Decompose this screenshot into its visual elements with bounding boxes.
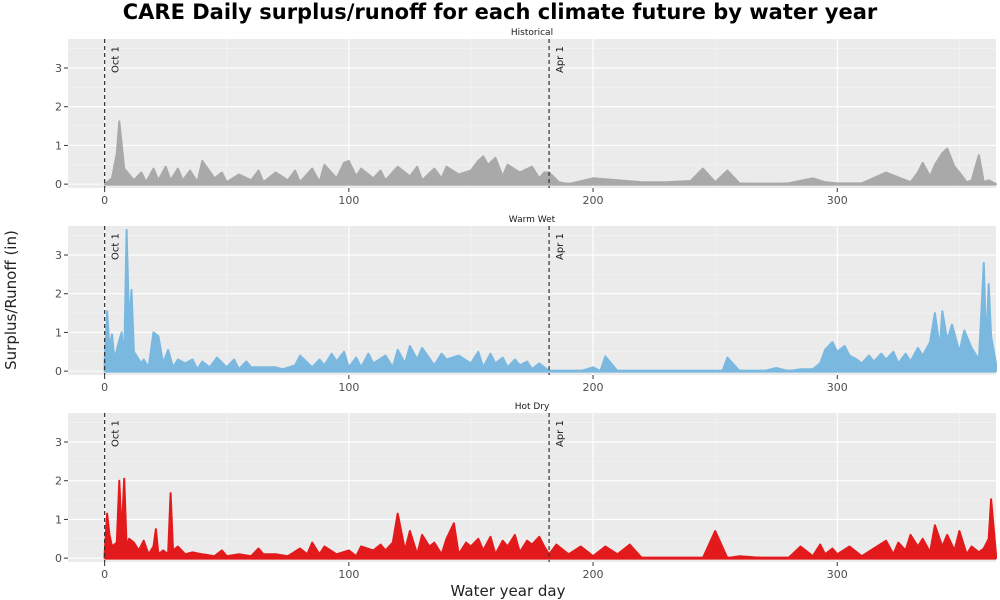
reference-line-label: Apr 1 bbox=[555, 420, 566, 447]
x-tick-label: 0 bbox=[101, 381, 108, 394]
series-area-historical bbox=[103, 120, 997, 186]
y-tick-label: 2 bbox=[55, 288, 62, 301]
x-tick-label: 100 bbox=[338, 194, 359, 207]
panel-title: Hot Dry bbox=[515, 402, 550, 412]
series-area-hot-dry bbox=[103, 477, 997, 560]
y-tick-label: 2 bbox=[55, 475, 62, 488]
x-tick-label: 200 bbox=[583, 381, 604, 394]
x-tick-label: 300 bbox=[827, 568, 848, 581]
x-tick-label: 300 bbox=[827, 381, 848, 394]
panel-background bbox=[68, 39, 996, 188]
series-area-warm-wet bbox=[103, 228, 997, 373]
y-tick-label: 0 bbox=[55, 178, 62, 191]
x-axis-label: Water year day bbox=[450, 582, 566, 600]
reference-line-label: Oct 1 bbox=[111, 420, 122, 447]
y-tick-label: 2 bbox=[55, 101, 62, 114]
x-tick-label: 100 bbox=[338, 568, 359, 581]
x-tick-label: 100 bbox=[338, 381, 359, 394]
x-tick-label: 0 bbox=[101, 194, 108, 207]
y-tick-label: 1 bbox=[55, 139, 62, 152]
chart-title: CARE Daily surplus/runoff for each clima… bbox=[122, 0, 878, 24]
y-tick-label: 1 bbox=[55, 513, 62, 526]
reference-line-label: Apr 1 bbox=[555, 233, 566, 260]
y-tick-label: 3 bbox=[55, 62, 62, 75]
x-tick-label: 300 bbox=[827, 194, 848, 207]
y-tick-label: 0 bbox=[55, 365, 62, 378]
panel-title: Warm Wet bbox=[509, 215, 556, 225]
reference-line-label: Oct 1 bbox=[111, 233, 122, 260]
reference-line-label: Apr 1 bbox=[555, 46, 566, 73]
y-tick-label: 3 bbox=[55, 436, 62, 449]
x-tick-label: 200 bbox=[583, 194, 604, 207]
panel-background bbox=[68, 226, 996, 375]
y-tick-label: 0 bbox=[55, 552, 62, 565]
reference-line-label: Oct 1 bbox=[111, 46, 122, 73]
x-tick-label: 200 bbox=[583, 568, 604, 581]
y-tick-label: 3 bbox=[55, 249, 62, 262]
panel-title: Historical bbox=[511, 28, 553, 38]
panel-background bbox=[68, 413, 996, 562]
y-tick-label: 1 bbox=[55, 326, 62, 339]
x-tick-label: 0 bbox=[101, 568, 108, 581]
